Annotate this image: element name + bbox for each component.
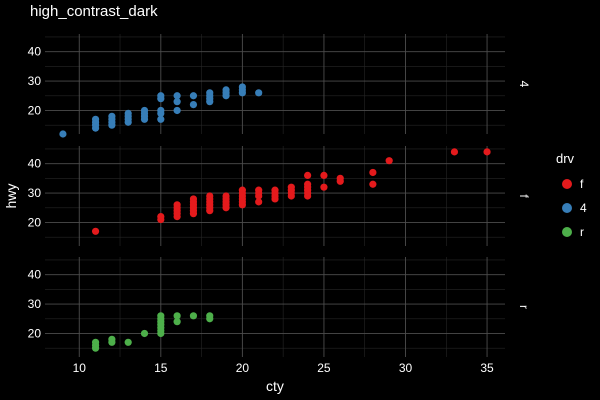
data-point-f [91, 227, 100, 235]
facet-panel-4: 20 30 40 4 [28, 34, 531, 138]
legend-key-4 [562, 203, 572, 213]
facet-strip-label: f [517, 194, 531, 198]
x-tick-label: 10 [73, 361, 87, 375]
x-tick-label: 20 [236, 361, 250, 375]
data-point-4 [255, 89, 263, 97]
data-point-f [320, 183, 328, 191]
facet-panel-f: 20 30 40 f [28, 146, 531, 246]
data-point-r [108, 335, 116, 343]
y-tick-label: 30 [28, 74, 42, 88]
data-point-4 [173, 106, 181, 115]
data-point-4 [91, 115, 100, 123]
data-point-f [336, 174, 344, 182]
legend-key-f [562, 179, 572, 189]
data-point-r [140, 329, 149, 338]
legend: drv f 4 r [556, 151, 587, 239]
data-point-f [369, 168, 377, 177]
y-tick-label: 20 [28, 326, 42, 340]
data-point-4 [173, 92, 181, 100]
data-point-4 [189, 92, 198, 100]
data-point-f [450, 148, 459, 156]
x-tick-label: 25 [317, 361, 331, 375]
data-point-f [222, 192, 230, 200]
data-point-f [157, 212, 165, 221]
data-point-f [271, 186, 279, 194]
data-point-r [157, 312, 165, 320]
data-point-f [320, 171, 328, 180]
data-point-r [173, 312, 181, 320]
legend-key-r [562, 227, 572, 237]
data-point-4 [157, 92, 165, 100]
y-tick-label: 40 [28, 157, 42, 171]
y-tick-label: 30 [28, 186, 42, 200]
data-point-4 [222, 86, 230, 94]
data-point-r [124, 338, 132, 346]
x-tick-label: 30 [399, 361, 413, 375]
data-point-4 [59, 130, 67, 138]
y-tick-label: 40 [28, 268, 42, 282]
data-point-f [255, 186, 263, 194]
data-point-r [91, 338, 100, 346]
legend-label: 4 [580, 201, 587, 215]
data-point-r [206, 312, 214, 320]
facet-panels: 20 30 40 4 20 30 40 f 20 30 40 r [28, 34, 531, 357]
data-point-f [287, 183, 295, 191]
x-tick-label: 35 [480, 361, 494, 375]
data-point-f [385, 157, 393, 165]
y-axis-title: hwy [3, 184, 19, 209]
data-point-4 [189, 100, 198, 109]
y-tick-label: 20 [28, 103, 42, 117]
data-point-r [189, 312, 198, 320]
data-point-4 [206, 89, 214, 97]
data-point-f [173, 201, 181, 209]
data-point-4 [157, 115, 165, 123]
data-point-f [304, 171, 312, 180]
data-point-4 [108, 112, 116, 120]
facet-strip-label: 4 [517, 81, 531, 88]
legend-label: f [580, 177, 584, 191]
data-point-4 [124, 109, 132, 118]
y-tick-label: 20 [28, 215, 42, 229]
data-point-f [483, 148, 491, 156]
x-axis-title: cty [266, 378, 284, 394]
data-point-f [369, 180, 377, 188]
data-point-f [189, 195, 198, 203]
facet-panel-r: 20 30 40 r [28, 257, 531, 357]
y-tick-label: 40 [28, 45, 42, 59]
chart-title: high_contrast_dark [30, 3, 158, 20]
data-point-4 [140, 106, 149, 115]
data-point-f [255, 198, 263, 206]
data-point-r [173, 318, 181, 326]
x-axis: 10 15 20 25 30 35 [73, 361, 494, 375]
y-tick-label: 30 [28, 297, 42, 311]
x-tick-label: 15 [154, 361, 168, 375]
facet-strip-label: r [517, 305, 531, 309]
legend-title: drv [556, 151, 575, 166]
data-point-4 [238, 83, 246, 91]
data-point-f [238, 186, 246, 194]
data-point-4 [173, 98, 181, 106]
data-point-f [304, 180, 312, 188]
legend-label: r [580, 225, 584, 239]
data-point-4 [157, 106, 165, 115]
data-point-f [206, 192, 214, 200]
